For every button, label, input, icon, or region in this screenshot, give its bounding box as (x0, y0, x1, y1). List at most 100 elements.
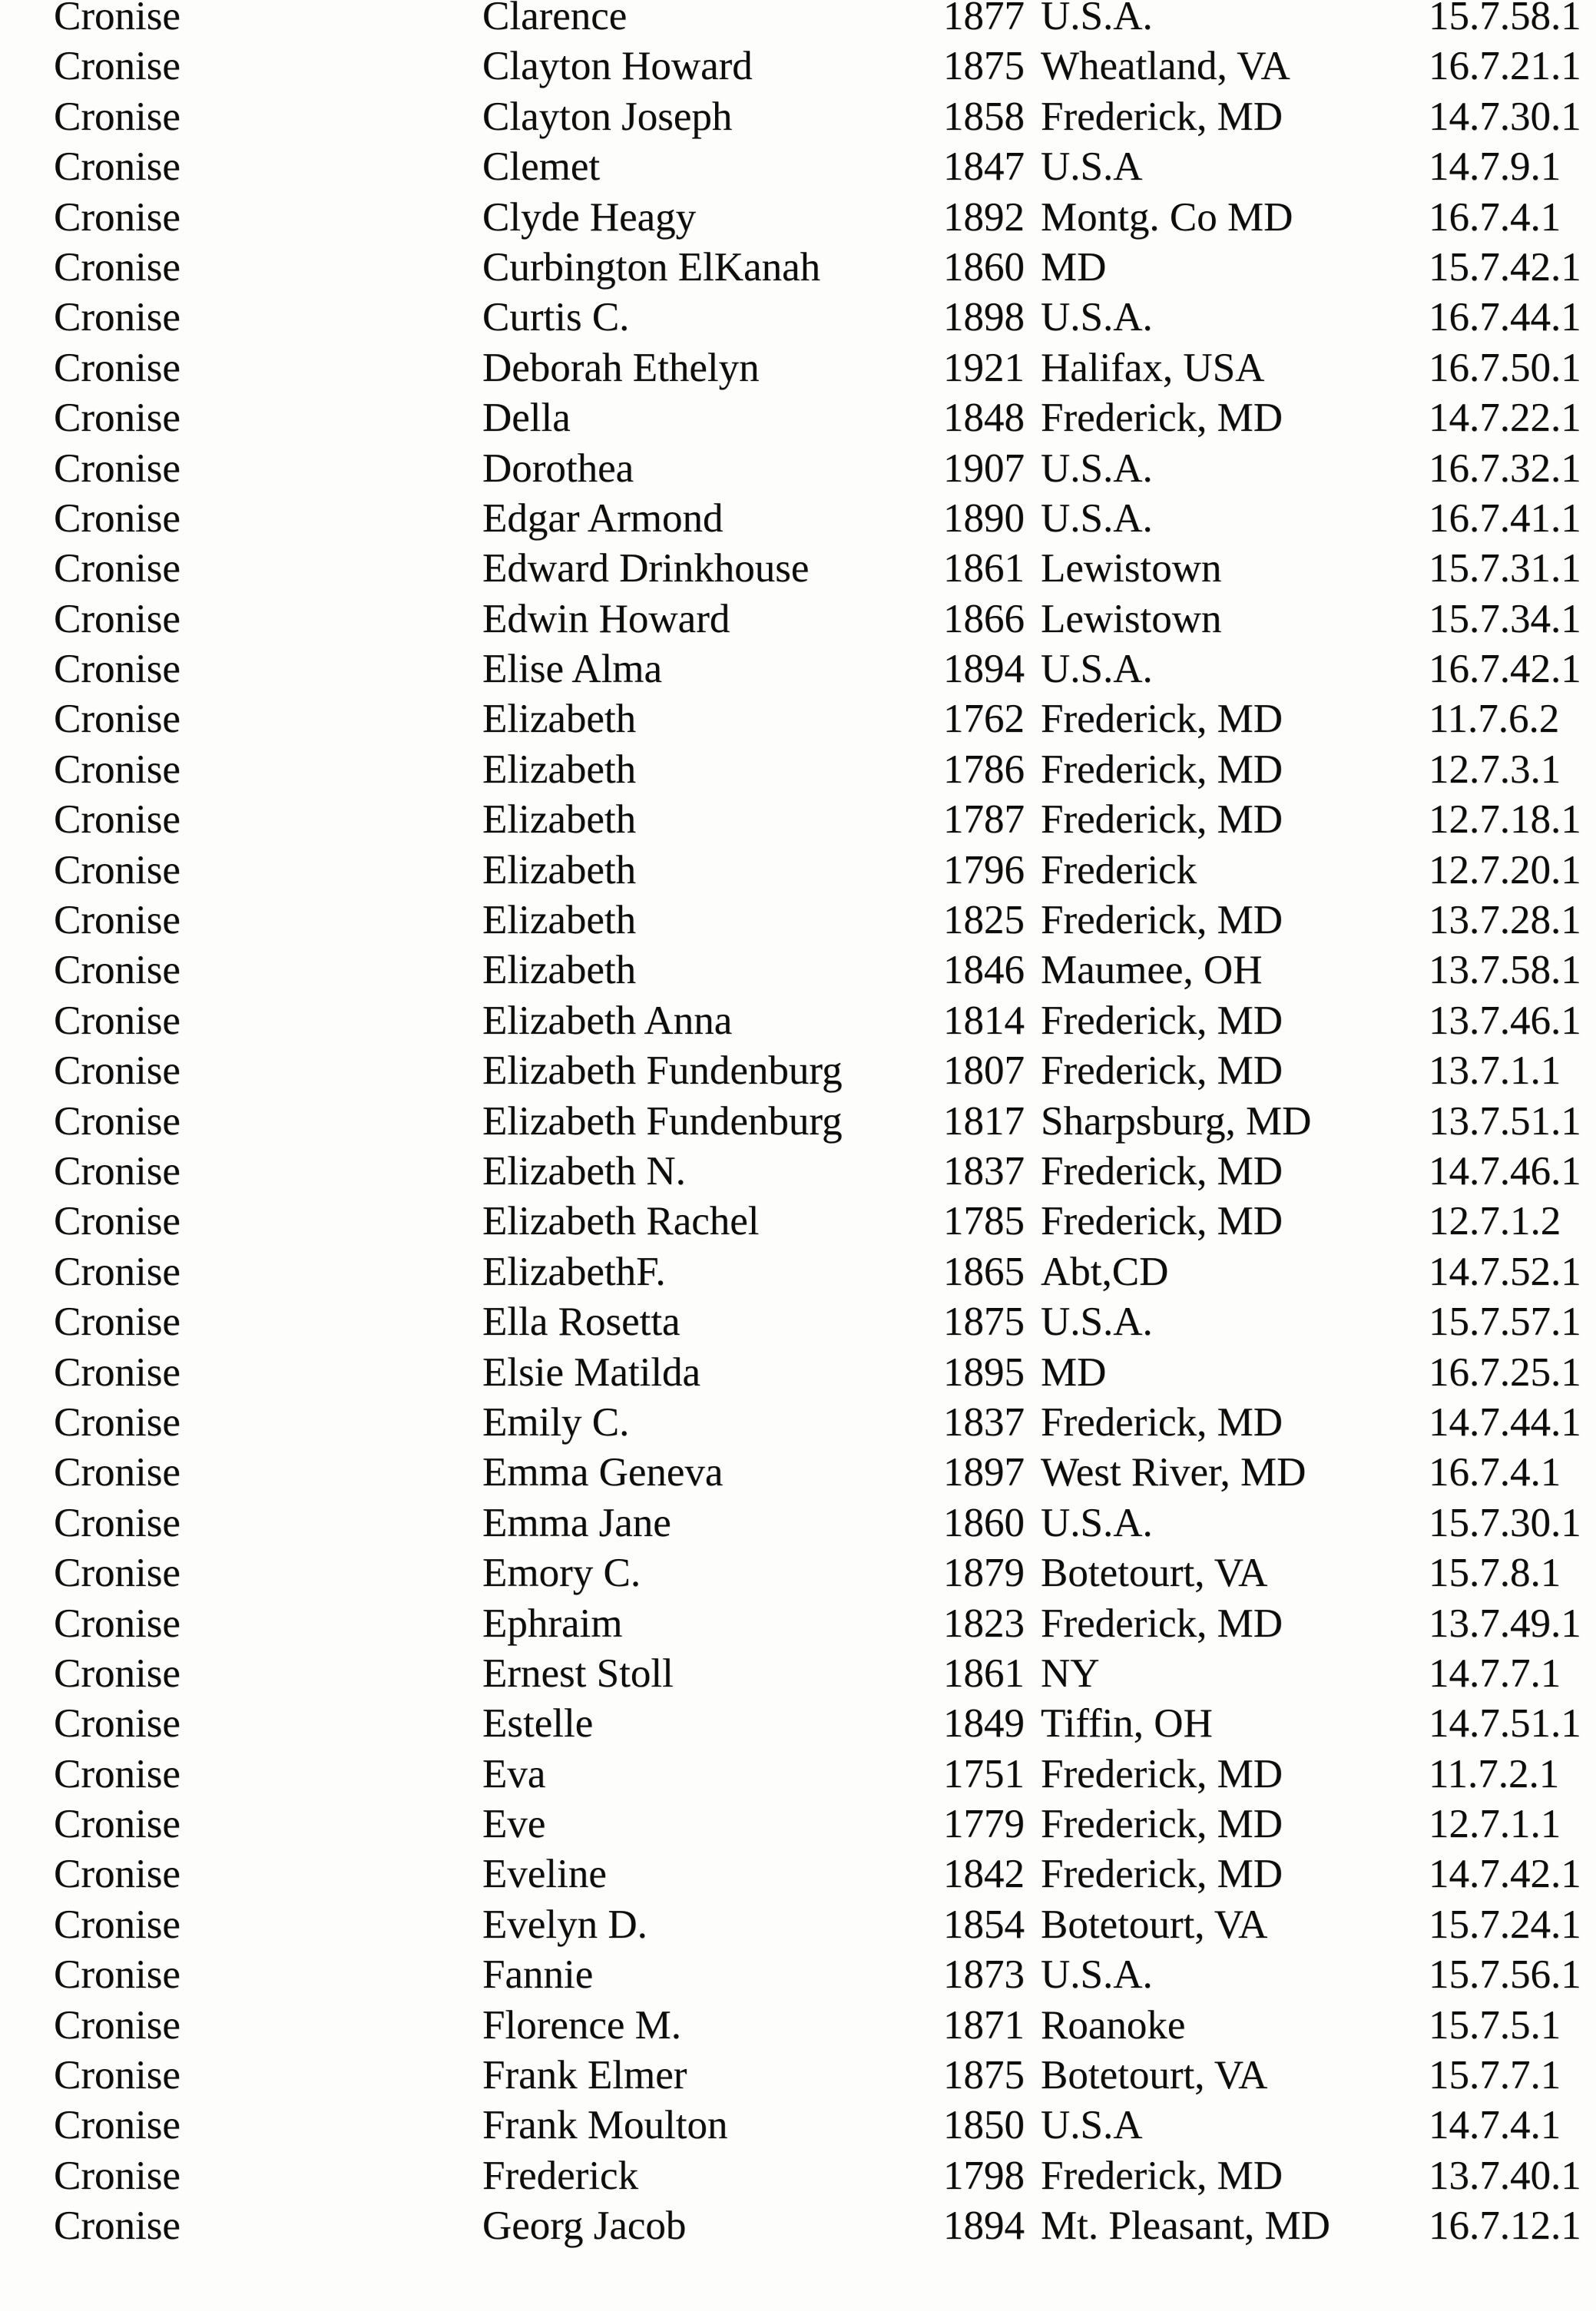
place-cell: U.S.A. (1041, 647, 1153, 692)
table-row: Cronise Ephraim 1823 Frederick, MD 13.7.… (0, 1599, 1596, 1649)
birth-year-cell: 1861 (943, 1650, 1025, 1696)
place-cell: Halifax, USA (1041, 345, 1265, 390)
place-cell: West River, MD (1041, 1450, 1306, 1495)
table-row: Cronise Frank Moulton 1850 U.S.A 14.7.4.… (0, 2101, 1596, 2150)
surname-cell: Cronise (54, 948, 180, 993)
surname-cell: Cronise (54, 1349, 180, 1395)
place-cell: Frederick, MD (1041, 396, 1283, 441)
table-row: Cronise Elizabeth 1787 Frederick, MD 12.… (0, 795, 1596, 845)
birth-year-cell: 1847 (943, 144, 1025, 190)
surname-cell: Cronise (54, 1902, 180, 1947)
place-cell: Botetourt, VA (1041, 2053, 1268, 2098)
place-cell: U.S.A (1041, 2103, 1143, 2148)
table-row: Cronise Clyde Heagy 1892 Montg. Co MD 16… (0, 193, 1596, 243)
given-name-cell: Ella Rosetta (482, 1300, 680, 1345)
place-cell: Frederick, MD (1041, 898, 1283, 943)
place-cell: Lewistown (1041, 596, 1222, 641)
given-name-cell: Curtis C. (482, 295, 630, 340)
place-cell: U.S.A. (1041, 0, 1153, 38)
given-name-cell: Elizabeth (482, 898, 637, 943)
table-row: Cronise Curtis C. 1898 U.S.A. 16.7.44.1 (0, 293, 1596, 343)
reference-cell: 15.7.57.1 (1429, 1300, 1581, 1345)
place-cell: Frederick, MD (1041, 1751, 1283, 1796)
birth-year-cell: 1875 (943, 1300, 1025, 1345)
given-name-cell: Elizabeth (482, 697, 637, 742)
table-row: Cronise Clayton Howard 1875 Wheatland, V… (0, 41, 1596, 91)
reference-cell: 16.7.50.1 (1429, 345, 1581, 390)
birth-year-cell: 1860 (943, 244, 1025, 290)
reference-cell: 12.7.1.1 (1429, 1802, 1561, 1847)
birth-year-cell: 1817 (943, 1098, 1025, 1144)
reference-cell: 14.7.9.1 (1429, 144, 1561, 190)
surname-cell: Cronise (54, 1148, 180, 1194)
birth-year-cell: 1842 (943, 1852, 1025, 1897)
surname-cell: Cronise (54, 1450, 180, 1495)
birth-year-cell: 1849 (943, 1701, 1025, 1746)
surname-cell: Cronise (54, 1098, 180, 1144)
place-cell: Roanoke (1041, 2002, 1186, 2048)
surname-cell: Cronise (54, 1500, 180, 1545)
given-name-cell: Clyde Heagy (482, 194, 697, 240)
surname-cell: Cronise (54, 445, 180, 491)
reference-cell: 11.7.2.1 (1429, 1751, 1560, 1796)
reference-cell: 16.7.41.1 (1429, 495, 1581, 541)
given-name-cell: Dorothea (482, 445, 634, 491)
reference-cell: 14.7.42.1 (1429, 1852, 1581, 1897)
place-cell: U.S.A. (1041, 1952, 1153, 1998)
reference-cell: 16.7.42.1 (1429, 647, 1581, 692)
surname-cell: Cronise (54, 345, 180, 390)
given-name-cell: Frank Elmer (482, 2053, 687, 2098)
table-row: Cronise ElizabethF. 1865 Abt,CD 14.7.52.… (0, 1247, 1596, 1297)
table-row: Cronise Evelyn D. 1854 Botetourt, VA 15.… (0, 1900, 1596, 1950)
reference-cell: 15.7.30.1 (1429, 1500, 1581, 1545)
reference-cell: 14.7.22.1 (1429, 396, 1581, 441)
given-name-cell: Edgar Armond (482, 495, 723, 541)
reference-cell: 15.7.34.1 (1429, 596, 1581, 641)
place-cell: Frederick, MD (1041, 1399, 1283, 1445)
place-cell: NY (1041, 1650, 1100, 1696)
surname-cell: Cronise (54, 94, 180, 139)
surname-cell: Cronise (54, 244, 180, 290)
place-cell: Botetourt, VA (1041, 1551, 1268, 1596)
birth-year-cell: 1823 (943, 1601, 1025, 1646)
reference-cell: 15.7.42.1 (1429, 244, 1581, 290)
table-row: Cronise Edward Drinkhouse 1861 Lewistown… (0, 544, 1596, 594)
reference-cell: 14.7.7.1 (1429, 1650, 1561, 1696)
given-name-cell: Edward Drinkhouse (482, 546, 810, 591)
given-name-cell: Elizabeth (482, 847, 637, 892)
place-cell: MD (1041, 1349, 1107, 1395)
birth-year-cell: 1798 (943, 2153, 1025, 2198)
surname-cell: Cronise (54, 2203, 180, 2249)
table-row: Cronise Clemet 1847 U.S.A 14.7.9.1 (0, 142, 1596, 192)
given-name-cell: Elizabeth Anna (482, 998, 733, 1043)
table-row: Cronise Emily C. 1837 Frederick, MD 14.7… (0, 1398, 1596, 1448)
place-cell: Abt,CD (1041, 1249, 1169, 1294)
place-cell: U.S.A. (1041, 1500, 1153, 1545)
birth-year-cell: 1848 (943, 396, 1025, 441)
table-row: Cronise Fannie 1873 U.S.A. 15.7.56.1 (0, 1950, 1596, 2000)
given-name-cell: Georg Jacob (482, 2203, 687, 2249)
surname-cell: Cronise (54, 596, 180, 641)
reference-cell: 16.7.4.1 (1429, 1450, 1561, 1495)
table-row: Cronise Della 1848 Frederick, MD 14.7.22… (0, 393, 1596, 443)
surname-cell: Cronise (54, 1701, 180, 1746)
birth-year-cell: 1865 (943, 1249, 1025, 1294)
birth-year-cell: 1854 (943, 1902, 1025, 1947)
table-row: Cronise Edgar Armond 1890 U.S.A. 16.7.41… (0, 494, 1596, 544)
reference-cell: 14.7.46.1 (1429, 1148, 1581, 1194)
surname-cell: Cronise (54, 1300, 180, 1345)
table-row: Cronise Ella Rosetta 1875 U.S.A. 15.7.57… (0, 1297, 1596, 1347)
table-row: Cronise Dorothea 1907 U.S.A. 16.7.32.1 (0, 444, 1596, 494)
birth-year-cell: 1875 (943, 2053, 1025, 2098)
given-name-cell: Della (482, 396, 571, 441)
place-cell: Botetourt, VA (1041, 1902, 1268, 1947)
given-name-cell: Clemet (482, 144, 601, 190)
surname-cell: Cronise (54, 2002, 180, 2048)
surname-cell: Cronise (54, 1852, 180, 1897)
reference-cell: 13.7.51.1 (1429, 1098, 1581, 1144)
place-cell: Montg. Co MD (1041, 194, 1293, 240)
surname-cell: Cronise (54, 0, 180, 38)
surname-cell: Cronise (54, 1751, 180, 1796)
place-cell: U.S.A. (1041, 445, 1153, 491)
